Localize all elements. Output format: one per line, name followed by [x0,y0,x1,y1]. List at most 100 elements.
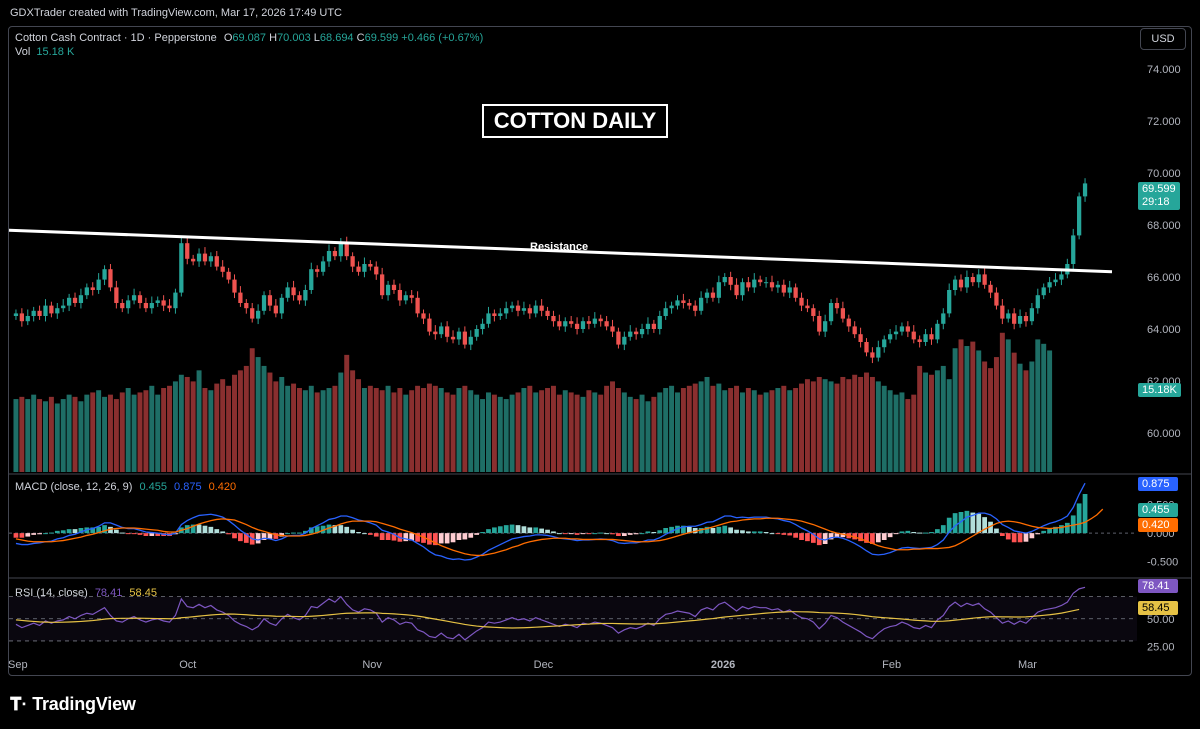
candle-body [828,303,834,322]
volume-bar [580,396,586,472]
macd-histogram-bar [350,529,355,534]
open-label: O [223,32,233,44]
rsi-legend[interactable]: RSI (14, close) 78.41 58.45 [15,587,157,599]
volume-bar [326,388,332,472]
volume-bar [332,385,338,472]
macd-histogram-bar [999,533,1005,536]
volume-bar [917,365,923,472]
macd-histogram-bar [503,525,509,534]
candle-body [1012,313,1017,324]
candle-body [1023,316,1029,322]
volume-tag: 15.18K [1138,383,1181,397]
volume-legend[interactable]: Vol 15.18 K [15,46,74,58]
macd-histogram-bar [314,526,320,534]
candle-body [468,336,473,345]
macd-histogram-bar [775,533,781,535]
candle-body [817,316,822,332]
volume-bar [592,392,598,472]
volume-label: Vol [15,46,31,58]
volume-bar [804,379,810,472]
volume-bar [923,372,929,472]
volume-bar [202,388,208,472]
volume-bar [226,385,232,472]
volume-bar [367,385,373,472]
macd-histogram-bar [616,533,621,536]
candle-body [19,313,24,322]
volume-bar [462,385,468,472]
macd-histogram-bar [940,525,946,534]
macd-histogram-bar [202,525,208,534]
macd-signal-line [15,508,1104,557]
low-label: L [313,32,320,44]
macd-histogram-bar [427,533,432,545]
volume-bar [775,388,781,472]
rsi-tag: 78.41 [1138,579,1178,593]
volume-bar [521,388,527,472]
volume-bar [220,379,226,472]
candle-body [840,308,846,319]
volume-bar [858,376,864,472]
macd-histogram-bar [114,529,119,534]
resistance-label[interactable]: Resistance [530,241,589,253]
macd-histogram-bar [935,529,940,534]
rsi-value: 78.41 [94,587,123,599]
macd-histogram-bar [421,533,426,543]
volume-bar [834,383,840,472]
candle-body [131,295,137,301]
candle-body [917,339,922,342]
macd-histogram-bar [769,533,775,535]
macd-histogram-bar [409,533,415,541]
candle-body [456,331,462,340]
macd-line-value: 0.875 [174,481,202,493]
resistance-line [8,228,1113,274]
candle-body [450,336,456,340]
macd-histogram-bar [533,527,539,534]
tradingview-logo[interactable]: 𝐓∙ TradingView [10,694,136,715]
price-tag-value: 69.599 [1142,183,1176,195]
volume-bar [249,348,255,472]
candle-body [693,305,698,311]
volume-bar [869,376,875,472]
time-axis-label: Nov [362,659,382,671]
change-value: +0.466 (+0.67%) [401,32,484,44]
volume-bar [615,388,621,472]
macd-legend[interactable]: MACD (close, 12, 26, 9) 0.455 0.875 0.42… [15,481,236,493]
candle-body [285,287,290,298]
volume-bar [610,381,615,472]
volume-bar [397,388,403,472]
candle-body [261,295,267,311]
currency-button[interactable]: USD [1140,28,1186,50]
volume-bar [149,385,155,472]
candle-body [787,287,792,293]
candle-body [191,258,196,262]
title-annotation[interactable]: COTTON DAILY [482,104,668,138]
volume-bar [261,365,267,472]
volume-bar [976,350,982,472]
volume-bar [757,394,763,472]
candle-body [681,300,686,303]
macd-histogram-bar [450,533,456,543]
macd-histogram-bar [574,533,580,535]
macd-histogram-bar [155,533,161,536]
macd-histogram-bar [675,525,680,534]
volume-bar [450,394,456,472]
macd-histogram-bar [391,533,397,541]
candle-body [114,287,119,303]
candle-body [332,251,338,257]
volume-bar [48,396,54,472]
macd-histogram-bar [226,533,231,535]
candle-body [598,318,603,322]
volume-bar [409,390,415,472]
chart-frame[interactable] [8,26,1192,676]
price-axis-label: 68.000 [1147,220,1181,232]
volume-bar [633,399,639,472]
volume-bar [739,392,745,472]
volume-bar [799,383,805,472]
candle-body [580,321,586,329]
rsi-ma-tag: 58.45 [1138,601,1178,615]
macd-histogram-bar [96,526,102,534]
candle-body [675,300,680,306]
symbol-legend[interactable]: Cotton Cash Contract · 1D · Pepperstone … [15,32,483,44]
volume-bar [184,376,190,472]
